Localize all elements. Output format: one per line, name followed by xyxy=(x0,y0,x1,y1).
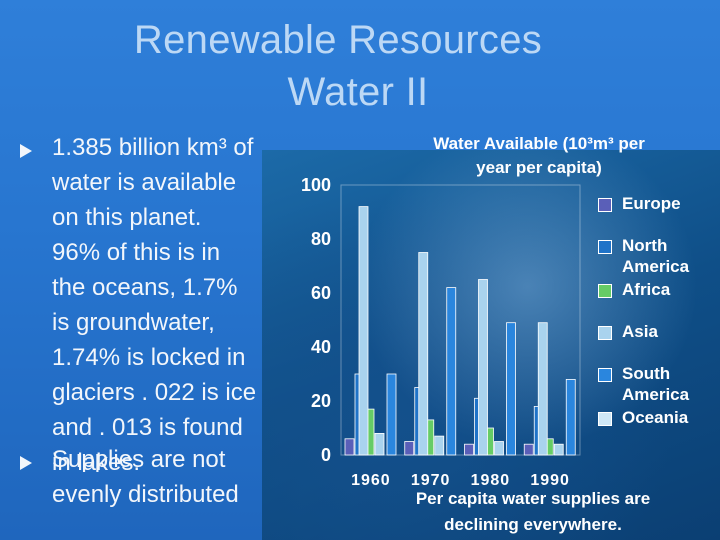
bullet-1-line-8: glaciers . 022 is ice xyxy=(52,379,257,406)
chart-title: Water Available (10³m³ per year per capi… xyxy=(433,134,645,177)
bar-south-america xyxy=(358,206,369,456)
legend-item-africa: Africa xyxy=(598,279,670,351)
legend-swatch-asia xyxy=(598,326,612,340)
y-tick-label: 40 xyxy=(311,337,331,357)
legend-label-south-america: South America xyxy=(622,364,690,404)
bar-extra xyxy=(446,287,457,456)
bullet-1-line-3: on this planet. xyxy=(52,204,202,231)
legend-item-oceania: Oceania xyxy=(598,407,688,479)
plot-area xyxy=(340,184,581,456)
bullet-1-line-7: 1.74% is locked in xyxy=(52,344,246,371)
legend-item-south-america: South America xyxy=(598,363,689,435)
legend-label-europe: Europe xyxy=(622,194,681,213)
chart-background xyxy=(262,150,720,540)
legend-swatch-south-america xyxy=(598,368,612,382)
legend-label-africa: Africa xyxy=(622,280,671,299)
y-tick-label: 100 xyxy=(301,175,331,195)
bar-extra xyxy=(565,378,576,456)
y-tick-label: 80 xyxy=(311,229,331,249)
legend-item-north-america: North America xyxy=(598,235,689,307)
bullet-1-line-5: the oceans, 1.7% xyxy=(52,274,238,301)
y-tick-label: 20 xyxy=(311,391,331,411)
legend-item-asia: Asia xyxy=(598,321,658,393)
legend-label-asia: Asia xyxy=(622,322,658,341)
slide-title-line-1: Renewable Resources xyxy=(133,18,543,62)
bar-europe xyxy=(464,443,474,456)
bullet-1-line-2: water is available xyxy=(52,169,237,196)
legend-swatch-oceania xyxy=(598,412,612,426)
bar-south-america xyxy=(537,322,548,456)
legend-label-oceania: Oceania xyxy=(622,408,689,427)
chart-caption: Per capita water supplies are declining … xyxy=(415,489,651,534)
arrow-bullet-icon xyxy=(20,144,32,158)
bullet-1-line-10: in lakes. xyxy=(52,449,141,476)
y-tick-label: 0 xyxy=(321,445,331,465)
bullet-2-line-1: Supplies are not xyxy=(52,446,226,473)
bullet-1-line-9: and . 013 is found xyxy=(52,414,243,441)
bullet-1-line-1: 1.385 billion km³ of xyxy=(52,134,254,161)
bar-extra xyxy=(506,322,516,456)
bar-south-america xyxy=(478,279,488,456)
x-tick-label: 1980 xyxy=(471,472,511,489)
bar-europe xyxy=(404,441,415,456)
bullet-1-line-4: 96% of this is in xyxy=(52,239,221,266)
x-tick-label: 1960 xyxy=(351,472,391,489)
bar-europe xyxy=(523,443,534,456)
bullet-1-line-6: is groundwater, xyxy=(52,309,215,336)
x-tick-label: 1970 xyxy=(411,472,451,489)
arrow-bullet-icon xyxy=(20,456,32,470)
legend-label-north-america: North America xyxy=(622,236,690,276)
bar-asia xyxy=(494,441,504,456)
bar-asia xyxy=(553,443,564,456)
legend-swatch-europe xyxy=(598,198,612,212)
x-tick-label: 1990 xyxy=(530,472,570,489)
bar-asia xyxy=(434,435,445,456)
bar-asia xyxy=(374,432,385,456)
bar-europe xyxy=(344,438,355,456)
slide-title-line-2: Water II xyxy=(287,70,429,114)
bullet-2-line-2: evenly distributed xyxy=(52,481,239,508)
legend-item-europe: Europe xyxy=(598,193,681,265)
bar-extra xyxy=(386,373,397,456)
legend-swatch-north-america xyxy=(598,240,612,254)
legend-swatch-africa xyxy=(598,284,612,298)
bar-south-america xyxy=(418,252,429,456)
y-tick-label: 60 xyxy=(311,283,331,303)
